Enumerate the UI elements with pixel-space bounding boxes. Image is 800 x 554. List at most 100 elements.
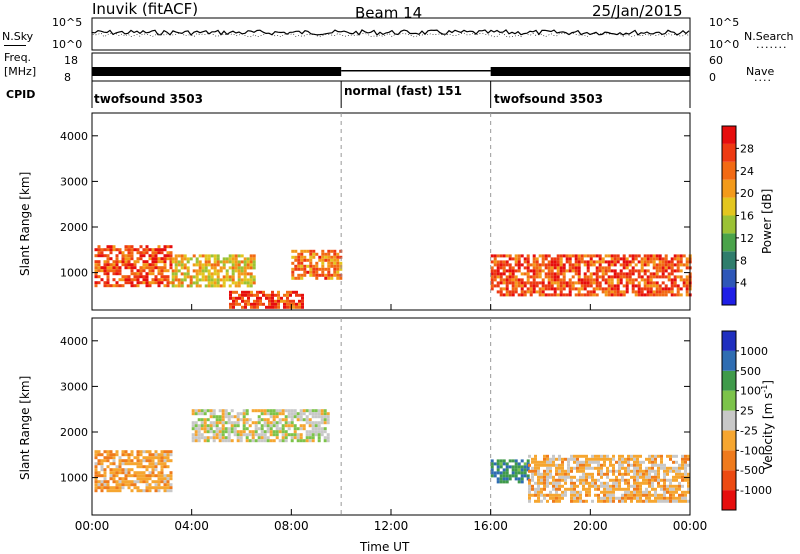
power-cell	[610, 275, 614, 279]
velocity-cell	[624, 481, 627, 485]
velocity-cell	[669, 481, 672, 485]
velocity-cell	[260, 409, 264, 413]
velocity-cell	[112, 489, 116, 493]
velocity-cell	[597, 487, 600, 491]
velocity-cell	[97, 459, 101, 463]
velocity-cell	[672, 460, 675, 464]
power-cell	[526, 272, 530, 276]
velocity-cell	[651, 475, 654, 479]
power-cell	[297, 267, 301, 271]
power-cell	[160, 251, 164, 255]
power-cell	[619, 281, 623, 285]
power-cell	[625, 284, 629, 288]
velocity-cell	[311, 421, 315, 425]
velocity-cell	[221, 439, 225, 443]
velocity-cell	[130, 462, 134, 466]
velocity-cell	[257, 409, 261, 413]
power-cell	[160, 266, 164, 270]
velocity-cell	[633, 496, 636, 500]
velocity-cell	[615, 496, 618, 500]
velocity-cell	[227, 427, 231, 431]
velocity-cell	[160, 468, 164, 472]
velocity-cell	[124, 477, 128, 481]
power-cell	[229, 290, 232, 294]
freq-bar-normal	[341, 70, 491, 72]
velocity-cell	[654, 490, 657, 494]
velocity-cell	[657, 493, 660, 497]
power-cell	[241, 305, 244, 309]
power-cell	[679, 269, 683, 273]
velocity-cell	[549, 460, 552, 464]
power-cell	[207, 260, 211, 264]
velocity-cell	[266, 427, 270, 431]
power-cell	[535, 260, 539, 264]
velocity-cell	[534, 457, 537, 461]
velocity-cell	[296, 439, 300, 443]
velocity-cell	[534, 472, 537, 476]
power-cell	[207, 284, 211, 288]
power-cell	[157, 278, 161, 282]
velocity-cell	[585, 499, 588, 503]
velocity-cell	[115, 468, 119, 472]
velocity-cell	[603, 496, 606, 500]
power-cell	[550, 284, 554, 288]
power-cell	[274, 305, 277, 309]
velocity-cell	[218, 436, 222, 440]
velocity-cell	[499, 459, 503, 463]
velocity-cell	[136, 489, 140, 493]
velocity-cell	[630, 457, 633, 461]
velocity-cell	[166, 453, 170, 457]
power-cell	[655, 257, 659, 261]
power-cell	[252, 263, 256, 267]
velocity-cell	[552, 478, 555, 482]
power-cell	[252, 257, 256, 261]
power-cell	[562, 254, 566, 258]
power-cell	[538, 275, 542, 279]
power-cell	[271, 290, 274, 294]
power-cell	[315, 264, 319, 268]
power-cell	[535, 269, 539, 273]
velocity-cell	[163, 456, 167, 460]
power-cell	[541, 278, 545, 282]
velocity-cell	[579, 490, 582, 494]
velocity-cell	[499, 462, 503, 466]
power-cell	[673, 278, 677, 282]
velocity-cell	[654, 493, 657, 497]
velocity-cell	[106, 486, 110, 490]
power-cell	[327, 255, 331, 259]
power-cell	[652, 260, 656, 264]
velocity-cell	[266, 430, 270, 434]
velocity-cell	[681, 463, 684, 467]
power-cell	[598, 254, 602, 258]
velocity-cell	[290, 421, 294, 425]
power-cell	[592, 263, 596, 267]
velocity-cell	[621, 466, 624, 470]
power-cell	[225, 260, 229, 264]
power-cell	[661, 290, 665, 294]
velocity-cell	[197, 409, 201, 413]
power-cell	[502, 260, 506, 264]
power-cell	[493, 278, 497, 282]
power-cell	[240, 266, 244, 270]
power-cell	[274, 299, 277, 303]
power-cell	[520, 281, 524, 285]
velocity-cell	[657, 499, 660, 503]
power-cell	[297, 255, 301, 259]
velocity-cell	[627, 466, 630, 470]
power-cell	[174, 272, 178, 276]
power-cell	[207, 269, 211, 273]
power-cell	[646, 287, 650, 291]
velocity-cell	[612, 463, 615, 467]
power-cell	[262, 290, 265, 294]
velocity-cell	[121, 453, 125, 457]
velocity-cell	[136, 477, 140, 481]
velocity-cell	[490, 474, 494, 478]
velocity-cell	[609, 493, 612, 497]
velocity-cell	[293, 412, 297, 416]
velocity-cell	[570, 487, 573, 491]
power-cell	[177, 278, 181, 282]
velocity-cell	[502, 477, 506, 481]
velocity-cell	[561, 469, 564, 473]
velocity-cell	[496, 459, 500, 463]
velocity-cell	[543, 475, 546, 479]
